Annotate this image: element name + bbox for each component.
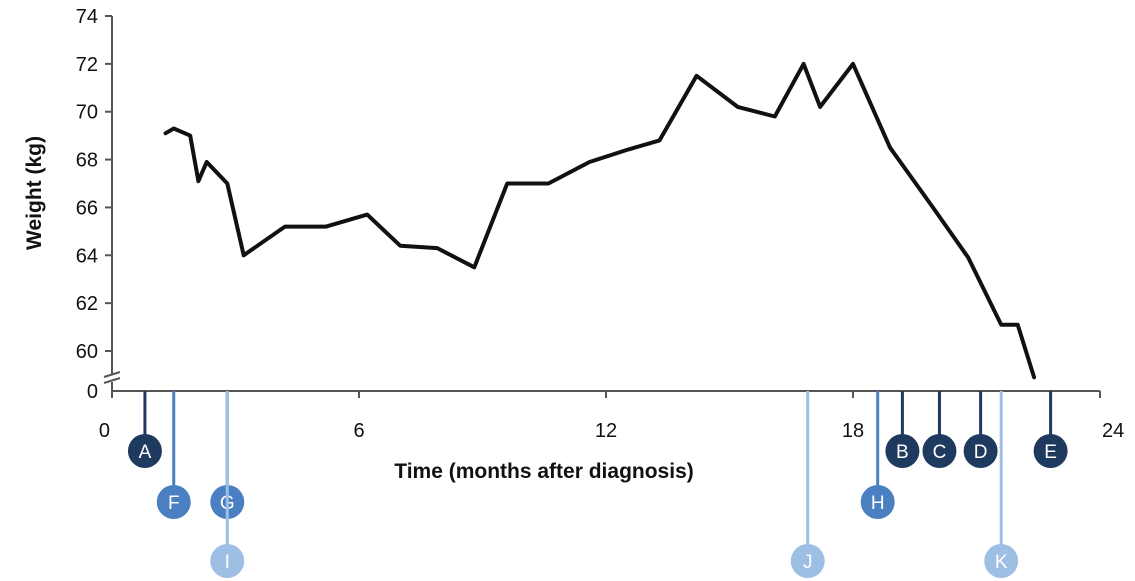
event-marker-e: E [1033,391,1068,468]
event-circle [1033,434,1068,468]
y-tick-label: 62 [76,293,98,315]
event-label: C [933,442,947,463]
x-tick-label: 6 [353,420,364,442]
event-label: J [803,552,813,573]
y-tick-label: 70 [76,102,98,124]
y-tick-label: 72 [76,54,98,76]
event-marker-f: F [156,391,191,519]
y-tick-label: 60 [76,341,98,363]
event-circle [210,544,245,578]
x-tick-label: 24 [1102,420,1124,442]
event-marker-a: A [127,391,162,468]
event-circle [790,544,825,578]
event-label: B [896,442,909,463]
event-circle [156,485,191,519]
x-tick-label: 12 [595,420,617,442]
event-marker-h: H [860,391,895,519]
event-circle [127,434,162,468]
event-label: A [139,442,152,463]
y-tick-label: 64 [76,245,98,267]
events-group: AFGIJHBCDKE [127,391,1068,578]
event-label: E [1044,442,1057,463]
series-group [163,61,1037,380]
event-marker-i: I [210,391,245,578]
event-label: F [168,493,180,514]
event-circle [860,485,895,519]
event-label: D [974,442,988,463]
event-circle [984,544,1019,578]
event-label: I [225,552,230,573]
event-marker-j: J [790,391,825,578]
event-circle [885,434,920,468]
y-tick-label: 74 [76,6,98,28]
event-marker-c: C [922,391,957,468]
x-tick-label: 18 [842,420,864,442]
y-tick-label: 68 [76,150,98,172]
event-marker-k: K [984,391,1019,578]
event-marker-d: D [963,391,998,468]
y-ticks: 60 62 64 66 68 70 72 74 [76,6,112,363]
x-tick-label: 0 [99,420,110,442]
event-circle [922,434,957,468]
event-label: H [871,493,885,514]
y-axis-title: Weight (kg) [23,136,46,250]
weight-line [163,61,1037,380]
event-marker-b: B [885,391,920,468]
event-circle [963,434,998,468]
y-axis-break [103,371,121,384]
x-ticks: 0 6 12 18 24 [99,391,1124,442]
y-tick-label: 66 [76,197,98,219]
event-label: K [995,552,1008,573]
x-axis-title: Time (months after diagnosis) [394,460,694,483]
y-origin-label: 0 [87,381,98,403]
